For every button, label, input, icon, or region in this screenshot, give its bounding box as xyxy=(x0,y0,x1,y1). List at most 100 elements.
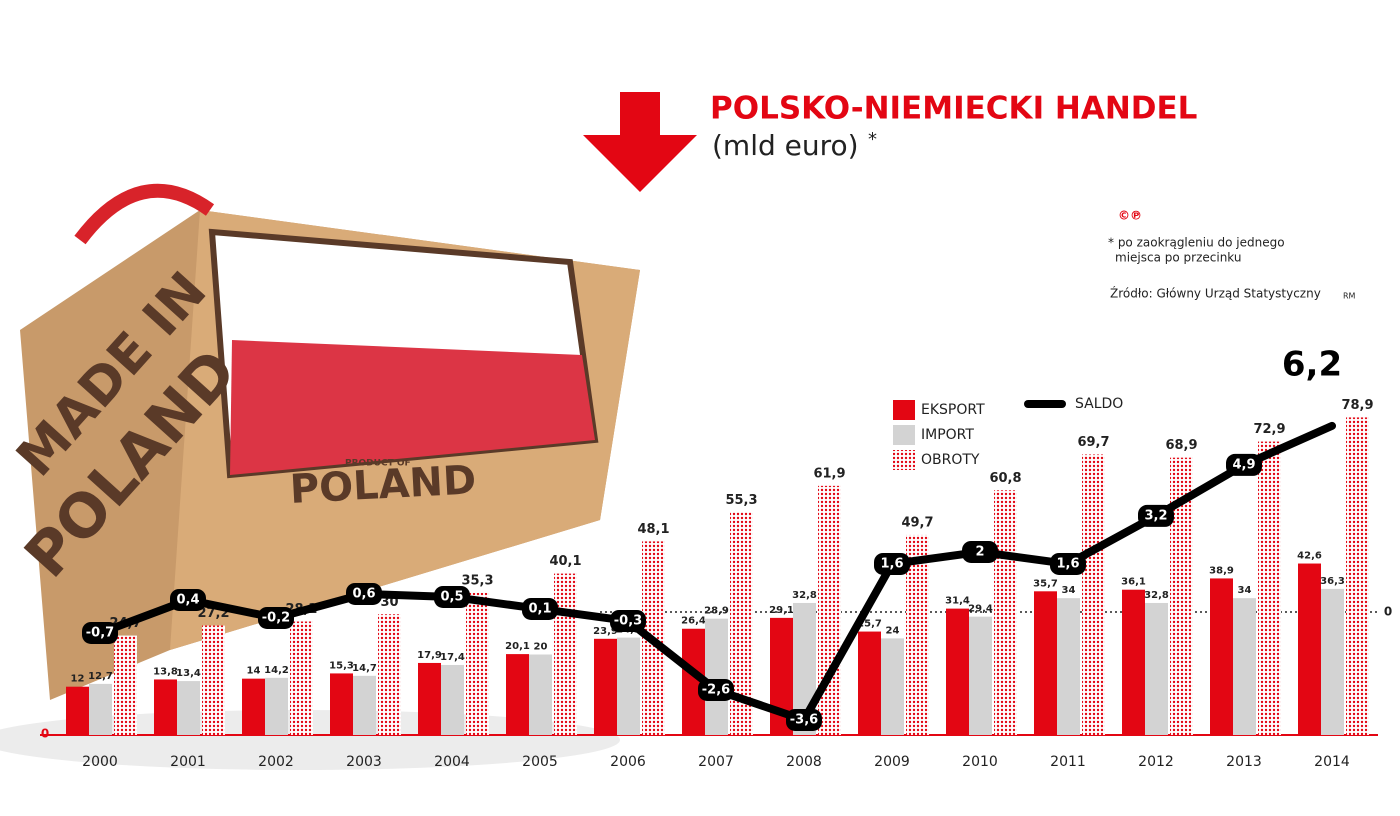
label-bg xyxy=(346,582,382,605)
x-tick-label: 2013 xyxy=(1226,754,1262,770)
value-label: 49,7 xyxy=(901,515,933,530)
value-label: 72,9 xyxy=(1253,422,1285,437)
bar xyxy=(114,635,137,735)
value-label: 17,4 xyxy=(440,652,465,663)
legend-swatch xyxy=(893,400,915,420)
value-label: 4,9 xyxy=(1232,457,1255,472)
bar xyxy=(1321,588,1344,735)
bar xyxy=(946,608,969,735)
x-tick-label: 2002 xyxy=(258,754,294,770)
x-tick-label: 2004 xyxy=(434,754,470,770)
bar xyxy=(682,628,705,735)
x-tick-label: 2006 xyxy=(610,754,646,770)
label-bg xyxy=(82,621,118,644)
y2-tick-label: 0 xyxy=(1384,604,1392,618)
legend-label: IMPORT xyxy=(921,427,974,443)
bar xyxy=(1122,589,1145,735)
label-bg xyxy=(522,597,558,620)
y-tick-label: 0 xyxy=(41,727,49,741)
bar xyxy=(617,637,640,735)
value-label: 32,8 xyxy=(1144,590,1169,601)
value-label: 2 xyxy=(975,544,984,559)
value-label: 78,9 xyxy=(1341,398,1373,413)
value-label: 38,9 xyxy=(1209,565,1234,576)
bar xyxy=(554,573,577,735)
note-line: * po zaokrągleniu do jednego xyxy=(1108,236,1285,250)
bar xyxy=(818,485,841,735)
value-label: 20 xyxy=(534,642,548,653)
value-label: 34 xyxy=(1062,585,1076,596)
value-label: 68,9 xyxy=(1165,438,1197,453)
bar xyxy=(418,662,441,735)
bar xyxy=(1034,591,1057,735)
value-label: 26,4 xyxy=(681,616,706,627)
value-label: -0,3 xyxy=(614,613,642,628)
value-label: 32,8 xyxy=(792,590,817,601)
bar xyxy=(466,592,489,735)
illustration-text: POLAND xyxy=(289,457,478,513)
label-bg xyxy=(962,540,998,563)
bar xyxy=(906,534,929,735)
value-label: 40,1 xyxy=(549,554,581,569)
bar xyxy=(730,512,753,735)
chart-subtitle: (mld euro) xyxy=(712,129,859,162)
x-tick-label: 2007 xyxy=(698,754,734,770)
value-label: 17,9 xyxy=(417,650,442,661)
x-tick-label: 2005 xyxy=(522,754,558,770)
value-label: 48,1 xyxy=(637,522,669,537)
value-label: 61,9 xyxy=(813,466,845,481)
bar xyxy=(265,677,288,735)
value-label: 36,3 xyxy=(1320,576,1345,587)
bar xyxy=(969,616,992,735)
label-bg xyxy=(1138,504,1174,527)
bar xyxy=(1082,454,1105,735)
x-tick-label: 2008 xyxy=(786,754,822,770)
label-bg xyxy=(610,609,646,632)
bar xyxy=(330,673,353,735)
value-label: 34 xyxy=(1238,585,1252,596)
label-bg xyxy=(1050,552,1086,575)
bar xyxy=(994,490,1017,735)
bar xyxy=(506,654,529,735)
logo: ©℗ xyxy=(1118,209,1142,223)
illustration-text: PRODUCT OF xyxy=(345,459,411,469)
x-tick-label: 2014 xyxy=(1314,754,1350,770)
value-label: 55,3 xyxy=(725,493,757,508)
bar xyxy=(1210,578,1233,735)
x-tick-label: 2000 xyxy=(82,754,118,770)
value-label: 23,9 xyxy=(593,626,618,637)
value-label: 13,4 xyxy=(176,668,201,679)
x-tick-label: 2001 xyxy=(170,754,206,770)
bar xyxy=(881,638,904,735)
bar xyxy=(1258,441,1281,735)
value-label: 42,6 xyxy=(1297,551,1322,562)
label-bg xyxy=(698,678,734,701)
legend-label: OBROTY xyxy=(921,452,980,468)
value-label: 1,6 xyxy=(1056,556,1079,571)
value-label: 1,6 xyxy=(880,556,903,571)
value-label: 0,6 xyxy=(352,586,375,601)
value-label: 14,2 xyxy=(264,665,289,676)
value-label: 28,9 xyxy=(704,606,729,617)
bar xyxy=(1057,598,1080,735)
x-tick-label: 2010 xyxy=(962,754,998,770)
value-label: 35,7 xyxy=(1033,578,1058,589)
subtitle-mark: * xyxy=(868,129,877,150)
value-label: -3,6 xyxy=(790,712,818,727)
value-label: 20,1 xyxy=(505,641,530,652)
legend-swatch xyxy=(893,450,915,470)
bar xyxy=(594,638,617,735)
label-bg xyxy=(1226,453,1262,476)
source: Źródło: Główny Urząd Statystyczny xyxy=(1110,286,1321,301)
x-tick-label: 2003 xyxy=(346,754,382,770)
bar xyxy=(1346,417,1369,735)
value-label: 0,4 xyxy=(176,592,199,607)
bar xyxy=(177,681,200,735)
value-label: 0,5 xyxy=(440,589,463,604)
label-bg xyxy=(434,585,470,608)
value-label: -0,7 xyxy=(86,625,114,640)
value-label: 36,1 xyxy=(1121,577,1146,588)
bar xyxy=(202,625,225,735)
value-label: 3,2 xyxy=(1144,508,1167,523)
value-label: 12 xyxy=(71,674,85,685)
